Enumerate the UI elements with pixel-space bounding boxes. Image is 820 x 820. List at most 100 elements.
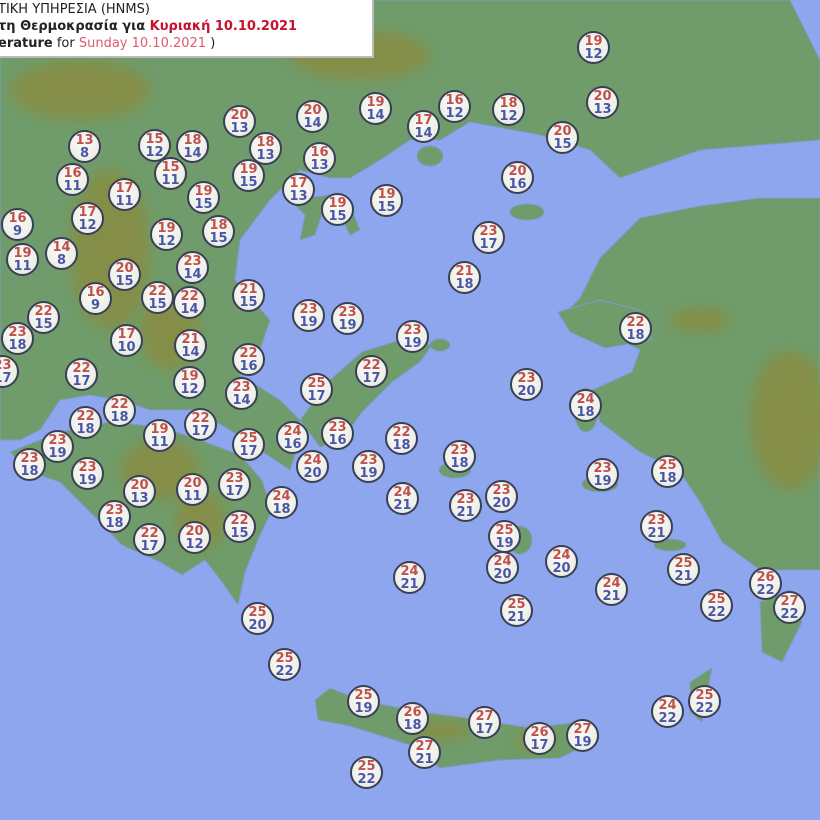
land-lemnos	[509, 203, 545, 221]
min-temp: 18	[105, 516, 124, 531]
station-marker: 16 11	[56, 163, 89, 196]
station-marker: 22 15	[27, 301, 60, 334]
max-temp: 24	[283, 424, 302, 439]
station-marker: 19 14	[359, 92, 392, 125]
max-temp: 24	[303, 453, 322, 468]
max-temp: 20	[508, 164, 527, 179]
max-temp: 22	[230, 513, 249, 528]
min-temp: 15	[239, 175, 258, 190]
min-temp: 15	[377, 200, 396, 215]
station-marker: 17 10	[110, 324, 143, 357]
station-marker: 26 18	[396, 702, 429, 735]
max-temp: 22	[362, 358, 381, 373]
station-marker: 23 16	[321, 417, 354, 450]
station-marker: 17 11	[108, 178, 141, 211]
station-marker: 27 19	[566, 719, 599, 752]
min-temp: 18	[76, 422, 95, 437]
station-marker: 17 14	[407, 110, 440, 143]
station-marker: 25 21	[667, 553, 700, 586]
min-temp: 9	[90, 298, 101, 313]
min-temp: 11	[150, 435, 169, 450]
agency-name: ΤΙΚΗ ΥΠΗΡΕΣΙΑ (HNMS)	[0, 2, 150, 17]
min-temp: 14	[181, 345, 200, 360]
min-temp: 12	[499, 109, 518, 124]
min-temp: 20	[492, 496, 511, 511]
max-temp: 23	[647, 513, 666, 528]
min-temp: 12	[445, 106, 464, 121]
max-temp: 18	[256, 135, 275, 150]
max-temp: 23	[479, 224, 498, 239]
station-marker: 18 15	[202, 215, 235, 248]
min-temp: 17	[362, 371, 381, 386]
station-marker: 22 17	[184, 408, 217, 441]
min-temp: 19	[573, 735, 592, 750]
station-marker: 23 19	[586, 458, 619, 491]
max-temp: 23	[299, 302, 318, 317]
station-marker: 13 8	[68, 130, 101, 163]
min-temp: 22	[357, 772, 376, 787]
min-temp: 9	[12, 224, 23, 239]
station-marker: 27 22	[773, 591, 806, 624]
min-temp: 14	[183, 146, 202, 161]
min-temp: 11	[13, 259, 32, 274]
max-temp: 22	[110, 397, 129, 412]
max-temp: 18	[209, 218, 228, 233]
max-temp: 23	[105, 503, 124, 518]
min-temp: 15	[34, 317, 53, 332]
max-temp: 19	[180, 369, 199, 384]
station-marker: 17 13	[282, 173, 315, 206]
station-marker: 23 18	[13, 448, 46, 481]
min-temp: 22	[707, 605, 726, 620]
station-marker: 23 20	[510, 368, 543, 401]
station-marker: 24 21	[386, 482, 419, 515]
max-temp: 23	[338, 305, 357, 320]
station-marker: 23 19	[71, 457, 104, 490]
station-marker: 22 17	[133, 523, 166, 556]
max-temp: 16	[8, 211, 27, 226]
station-marker: 19 12	[577, 31, 610, 64]
station-marker: 25 21	[500, 594, 533, 627]
max-temp: 26	[530, 725, 549, 740]
land-skyros	[429, 338, 451, 352]
min-temp: 21	[456, 505, 475, 520]
station-marker: 25 18	[651, 455, 684, 488]
max-temp: 23	[517, 371, 536, 386]
min-temp: 12	[584, 47, 603, 62]
max-temp: 25	[507, 597, 526, 612]
min-temp: 18	[626, 328, 645, 343]
max-temp: 16	[310, 145, 329, 160]
station-marker: 20 11	[176, 473, 209, 506]
max-temp: 20	[593, 89, 612, 104]
min-temp: 17	[475, 722, 494, 737]
title-box: ΤΙΚΗ ΥΠΗΡΕΣΙΑ (HNMS) τη Θερμοκρασία για …	[0, 0, 374, 58]
min-temp: 15	[115, 274, 134, 289]
max-temp: 24	[658, 698, 677, 713]
min-temp: 20	[517, 384, 536, 399]
max-temp: 17	[115, 181, 134, 196]
title-greek-day: Κυριακή 10.10.2021	[149, 19, 298, 34]
station-marker: 16 13	[303, 142, 336, 175]
station-marker: 26 22	[749, 567, 782, 600]
min-temp: 13	[230, 121, 249, 136]
station-marker: 18 14	[176, 130, 209, 163]
min-temp: 19	[593, 474, 612, 489]
min-temp: 21	[647, 526, 666, 541]
station-marker: 25 22	[688, 685, 721, 718]
min-temp: 15	[148, 297, 167, 312]
max-temp: 23	[359, 453, 378, 468]
max-temp: 20	[303, 103, 322, 118]
max-temp: 25	[658, 458, 677, 473]
min-temp: 22	[780, 607, 799, 622]
station-marker: 25 22	[268, 648, 301, 681]
station-marker: 23 19	[352, 450, 385, 483]
station-marker: 23 21	[449, 489, 482, 522]
min-temp: 14	[183, 267, 202, 282]
min-temp: 19	[403, 336, 422, 351]
max-temp: 22	[76, 409, 95, 424]
min-temp: 21	[400, 577, 419, 592]
min-temp: 19	[78, 473, 97, 488]
station-marker: 24 20	[545, 545, 578, 578]
station-marker: 19 11	[143, 419, 176, 452]
station-marker: 20 13	[586, 86, 619, 119]
station-marker: 27 21	[408, 736, 441, 769]
